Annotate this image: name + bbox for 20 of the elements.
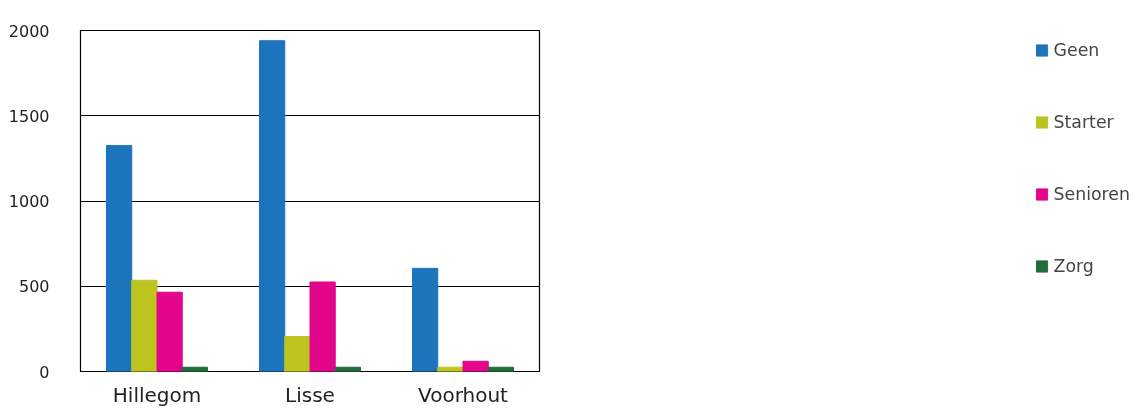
legend-label: Zorg — [1053, 256, 1094, 276]
bar — [131, 279, 158, 372]
y-tick-label: 1500 — [8, 106, 50, 126]
y-tick-label: 1000 — [8, 192, 50, 211]
legend-label: Geen — [1053, 40, 1100, 60]
x-tick-label: Voorhout — [418, 382, 509, 407]
bar — [284, 336, 311, 372]
bar — [412, 267, 439, 372]
bar — [156, 291, 183, 372]
y-tick-label: 0 — [39, 362, 50, 382]
bar — [462, 360, 489, 372]
y-tick-label: 2000 — [8, 21, 50, 41]
bar — [259, 40, 286, 372]
bar — [106, 145, 133, 372]
x-tick-label: Lisse — [285, 382, 335, 407]
legend-label: Starter — [1053, 112, 1114, 132]
x-tick-label: Hillegom — [112, 382, 202, 407]
y-tick-label: 500 — [18, 277, 50, 297]
bar — [309, 281, 336, 372]
legend-label: Senioren — [1053, 184, 1130, 204]
